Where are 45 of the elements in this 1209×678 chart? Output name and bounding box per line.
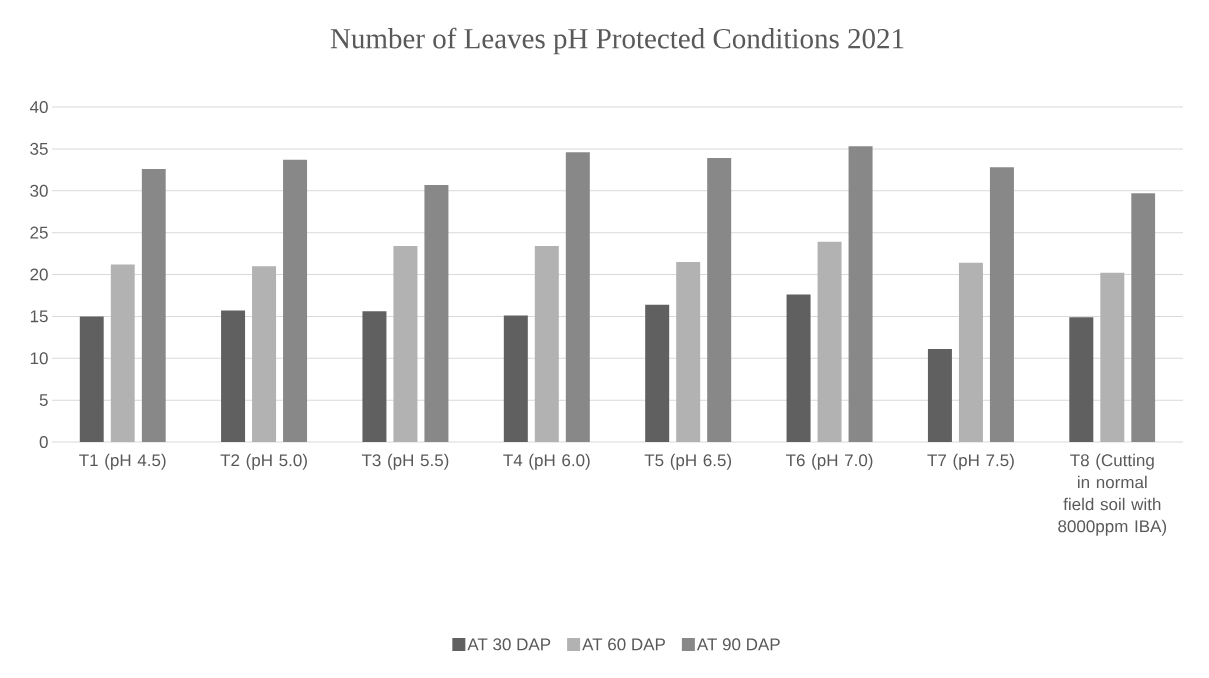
- y-tick-label: 40: [29, 100, 48, 114]
- bar: [362, 311, 387, 442]
- bar: [1069, 317, 1094, 442]
- bar: [424, 184, 449, 442]
- y-tick-label: 35: [30, 142, 48, 155]
- x-tick-label: T5 (pH 6.5): [644, 453, 732, 470]
- bar: [110, 264, 135, 442]
- x-tick-label: T6 (pH 7.0): [786, 453, 873, 470]
- y-tick-label: 20: [30, 268, 48, 281]
- bar: [393, 246, 418, 442]
- bar: [848, 146, 873, 442]
- chart-title: Number of Leaves pH Protected Conditions 2021: [330, 27, 904, 55]
- y-tick-label: 25: [30, 226, 48, 239]
- bar: [817, 241, 842, 442]
- bar: [141, 168, 166, 442]
- bar: [283, 159, 308, 442]
- y-tick-label: 10: [30, 352, 48, 365]
- bar: [1131, 193, 1156, 442]
- x-tick-label: T4 (pH 6.0): [503, 453, 590, 470]
- y-tick-label: 5: [39, 394, 48, 407]
- bar: [989, 167, 1014, 442]
- legend-label: AT 30 DAP: [467, 638, 551, 651]
- bar: [534, 246, 559, 442]
- bar: [221, 310, 246, 442]
- bar: [707, 158, 732, 442]
- y-tick-label: 0: [39, 435, 48, 449]
- bar: [786, 294, 811, 442]
- bar: [252, 266, 277, 442]
- legend-label: AT 90 DAP: [696, 638, 780, 651]
- bar: [927, 349, 952, 442]
- bar: [503, 315, 528, 442]
- bar: [565, 152, 590, 442]
- y-tick-label: 30: [30, 184, 48, 197]
- x-tick-label: T3 (pH 5.5): [361, 453, 449, 470]
- x-tick-label: T1 (pH 4.5): [79, 453, 166, 470]
- x-tick-label: T2 (pH 5.0): [220, 453, 307, 470]
- bar: [676, 261, 701, 442]
- y-tick-label: 15: [30, 310, 48, 323]
- legend-label: AT 60 DAP: [582, 638, 665, 651]
- bar: [958, 262, 983, 442]
- bar: [1100, 272, 1125, 442]
- bar: [79, 316, 104, 442]
- x-tick-label: T8 (Cutting in normal field soil with 8000ppm IBA): [1058, 453, 1167, 536]
- x-tick-label: T7 (pH 7.5): [927, 453, 1014, 470]
- bar: [645, 304, 670, 442]
